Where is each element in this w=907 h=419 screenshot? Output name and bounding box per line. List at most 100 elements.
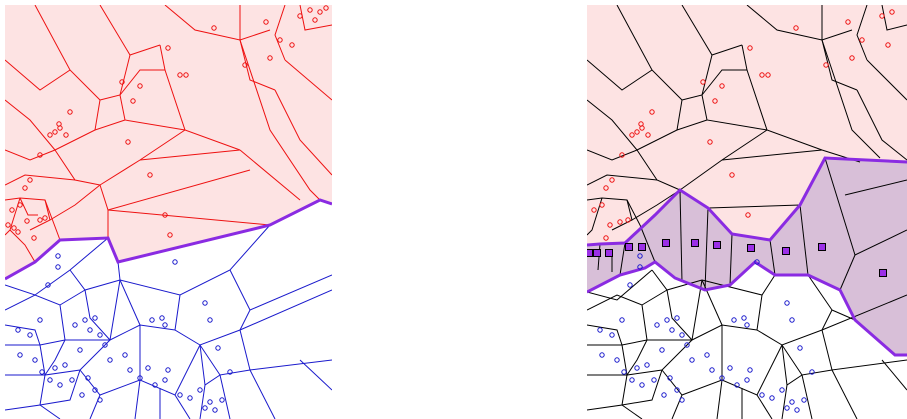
red-site-marker [765,72,771,78]
red-site-marker [849,55,855,61]
blue-site-marker [202,300,208,306]
blue-site-marker [659,347,665,353]
red-site-marker [823,62,829,68]
blue-site-marker [689,357,695,363]
red-site-marker [307,7,313,13]
blue-site-marker [644,362,650,368]
blue-site-marker [162,322,168,328]
blue-site-marker [779,387,785,393]
blue-site-marker [107,357,113,363]
red-site-marker [729,172,735,178]
red-site-marker [11,225,17,231]
blue-site-marker [97,397,103,403]
blue-site-marker [654,322,660,328]
blue-site-marker [674,387,680,393]
blue-site-marker [734,382,740,388]
blue-site-marker [37,317,43,323]
blue-site-marker [744,322,750,328]
blue-site-marker [684,342,690,348]
red-site-marker [277,37,283,43]
blue-site-marker [15,327,21,333]
blue-site-marker [637,264,643,270]
red-site-marker [130,98,136,104]
inserted-site-marker [593,249,601,257]
blue-site-marker [202,405,208,411]
blue-site-marker [17,352,23,358]
blue-site-marker [32,357,38,363]
red-site-marker [267,55,273,61]
blue-site-marker [122,352,128,358]
blue-site-marker [619,317,625,323]
blue-site-marker [137,375,143,381]
blue-site-marker [719,375,725,381]
blue-site-marker [177,392,183,398]
red-site-marker [125,139,131,145]
red-site-marker [165,45,171,51]
red-site-marker [859,37,865,43]
red-site-marker [609,177,615,183]
red-site-marker [67,109,73,115]
blue-site-marker [614,357,620,363]
blue-site-marker [629,377,635,383]
blue-site-marker [639,382,645,388]
inserted-site-marker [638,243,646,251]
red-site-marker [591,207,597,213]
red-site-marker [317,9,323,15]
pink-region-fill [587,5,907,245]
red-voronoi-edges [5,5,332,263]
red-site-marker [845,19,851,25]
red-site-marker [747,45,753,51]
purple-region-fill [587,158,907,355]
red-site-marker [719,83,725,89]
blue-site-marker [72,322,78,328]
blue-site-marker [637,253,643,259]
red-site-marker [603,185,609,191]
red-sites [591,9,895,241]
red-site-marker [625,217,631,223]
blue-site-marker [27,332,33,338]
red-site-marker [15,229,21,235]
red-site-marker [629,132,635,138]
red-site-marker [707,139,713,145]
blue-site-marker [152,382,158,388]
red-site-marker [879,13,885,19]
red-region-fill [5,5,332,279]
red-site-marker [263,19,269,25]
lower-boundary-line [587,260,907,357]
red-site-marker [242,62,248,68]
red-site-marker [211,25,217,31]
blue-site-marker [661,392,667,398]
red-site-marker [17,202,23,208]
blue-site-marker [77,347,83,353]
left-panel [5,5,332,419]
blue-site-marker [667,375,673,381]
red-site-marker [137,83,143,89]
blue-site-marker [215,345,221,351]
red-site-marker [56,121,62,127]
blue-site-marker [759,392,765,398]
blue-site-marker [797,345,803,351]
blue-site-marker [92,387,98,393]
red-site-marker [312,17,318,23]
red-site-marker [634,129,640,135]
blue-site-marker [55,264,61,270]
blue-site-marker [784,405,790,411]
red-site-marker [619,152,625,158]
red-site-marker [27,177,33,183]
blue-site-marker [789,317,795,323]
blue-site-marker [39,369,45,375]
red-site-marker [289,42,295,48]
inserted-site-marker [713,241,721,249]
inserted-site-marker [818,243,826,251]
blue-site-marker [187,395,193,401]
blue-site-marker [97,332,103,338]
inserted-sites [587,239,887,277]
red-site-marker [24,218,30,224]
blue-site-marker [79,392,85,398]
red-site-marker [147,172,153,178]
blue-site-marker [744,377,750,383]
blue-site-marker [679,397,685,403]
red-site-marker [759,72,765,78]
red-site-marker [297,13,303,19]
